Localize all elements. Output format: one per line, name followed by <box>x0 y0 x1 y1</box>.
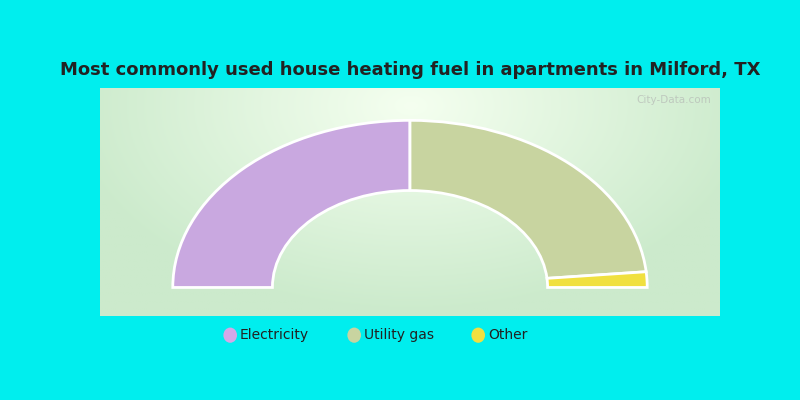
Wedge shape <box>173 120 410 288</box>
Ellipse shape <box>223 328 237 343</box>
Ellipse shape <box>347 328 361 343</box>
Wedge shape <box>547 272 647 288</box>
Text: Utility gas: Utility gas <box>364 328 434 342</box>
Text: Most commonly used house heating fuel in apartments in Milford, TX: Most commonly used house heating fuel in… <box>60 61 760 79</box>
Text: Electricity: Electricity <box>240 328 310 342</box>
Text: Other: Other <box>488 328 527 342</box>
Ellipse shape <box>471 328 485 343</box>
Wedge shape <box>410 120 646 278</box>
Text: City-Data.com: City-Data.com <box>636 95 710 105</box>
